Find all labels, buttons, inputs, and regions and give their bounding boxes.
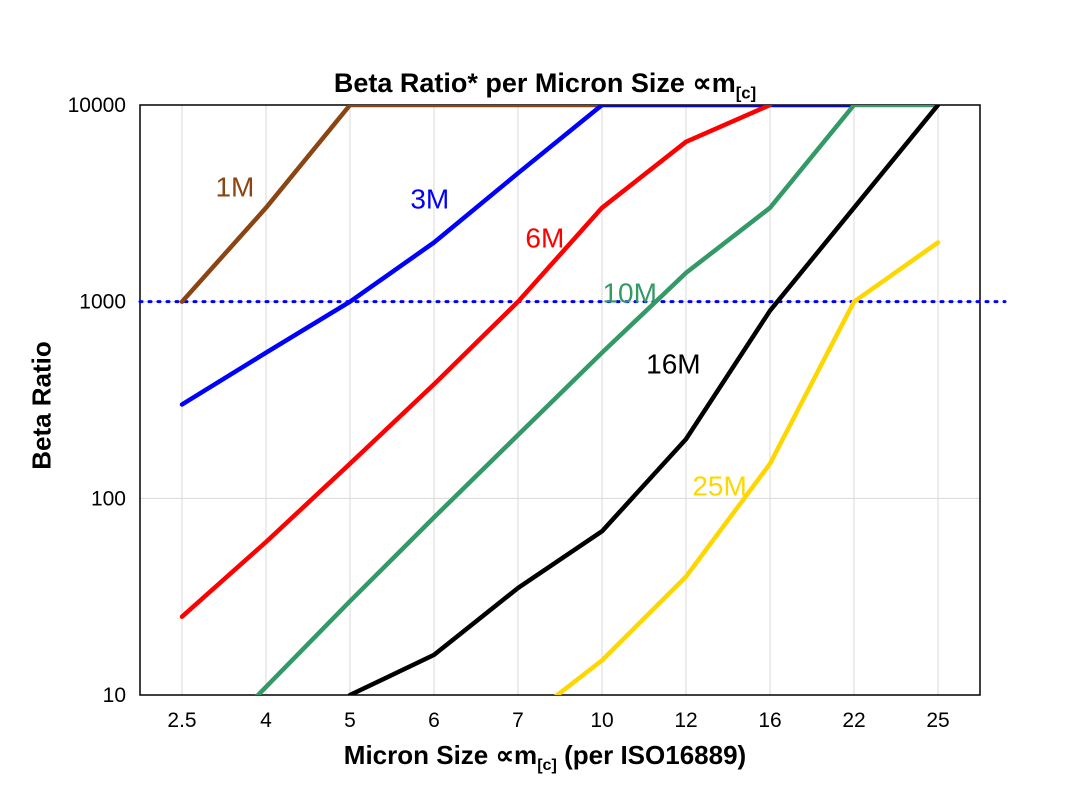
series-line-6m bbox=[179, 105, 773, 619]
x-tick-label: 7 bbox=[512, 709, 524, 732]
series-label-1m: 1M bbox=[215, 172, 254, 203]
x-axis-title-subscript: [c] bbox=[537, 756, 557, 775]
series-label-16m: 16M bbox=[646, 348, 700, 379]
y-tick-label: 100 bbox=[91, 487, 126, 510]
chart-title-subscript: [c] bbox=[735, 83, 757, 103]
x-tick-label: 5 bbox=[344, 709, 356, 732]
x-tick-label: 25 bbox=[926, 709, 949, 732]
series-line-3m bbox=[179, 105, 857, 407]
y-tick-label: 10 bbox=[103, 684, 126, 707]
series-line-1m bbox=[179, 105, 605, 304]
x-tick-label: 16 bbox=[758, 709, 781, 732]
chart-title-main: Beta Ratio* per Micron Size bbox=[333, 68, 693, 98]
series-label-3m: 3M bbox=[410, 184, 449, 215]
x-tick-label: 2.5 bbox=[167, 709, 196, 732]
x-tick-label: 12 bbox=[674, 709, 697, 732]
series-label-10m: 10M bbox=[602, 278, 656, 309]
chart-title: Beta Ratio* per Micron Size ∝m[c] bbox=[0, 68, 1090, 103]
series-label-25m: 25M bbox=[692, 470, 746, 501]
series-line-25m bbox=[553, 240, 941, 695]
chart-title-symbol: ∝m bbox=[692, 68, 736, 98]
x-tick-label: 22 bbox=[842, 709, 865, 732]
y-tick-label: 10000 bbox=[68, 94, 126, 117]
y-tick-label: 1000 bbox=[79, 291, 126, 314]
x-axis-title-symbol: ∝m bbox=[495, 740, 538, 770]
series-line-10m bbox=[254, 105, 941, 695]
x-tick-label: 10 bbox=[590, 709, 613, 732]
x-axis-title-main: Micron Size bbox=[343, 740, 496, 770]
x-axis-title: Micron Size ∝m[c] (per ISO16889) bbox=[0, 740, 1090, 775]
x-tick-label: 6 bbox=[428, 709, 440, 732]
x-tick-label: 4 bbox=[260, 709, 272, 732]
x-axis-title-post: (per ISO16889) bbox=[556, 740, 747, 770]
series-line-16m bbox=[347, 105, 941, 695]
series-label-6m: 6M bbox=[525, 222, 564, 253]
